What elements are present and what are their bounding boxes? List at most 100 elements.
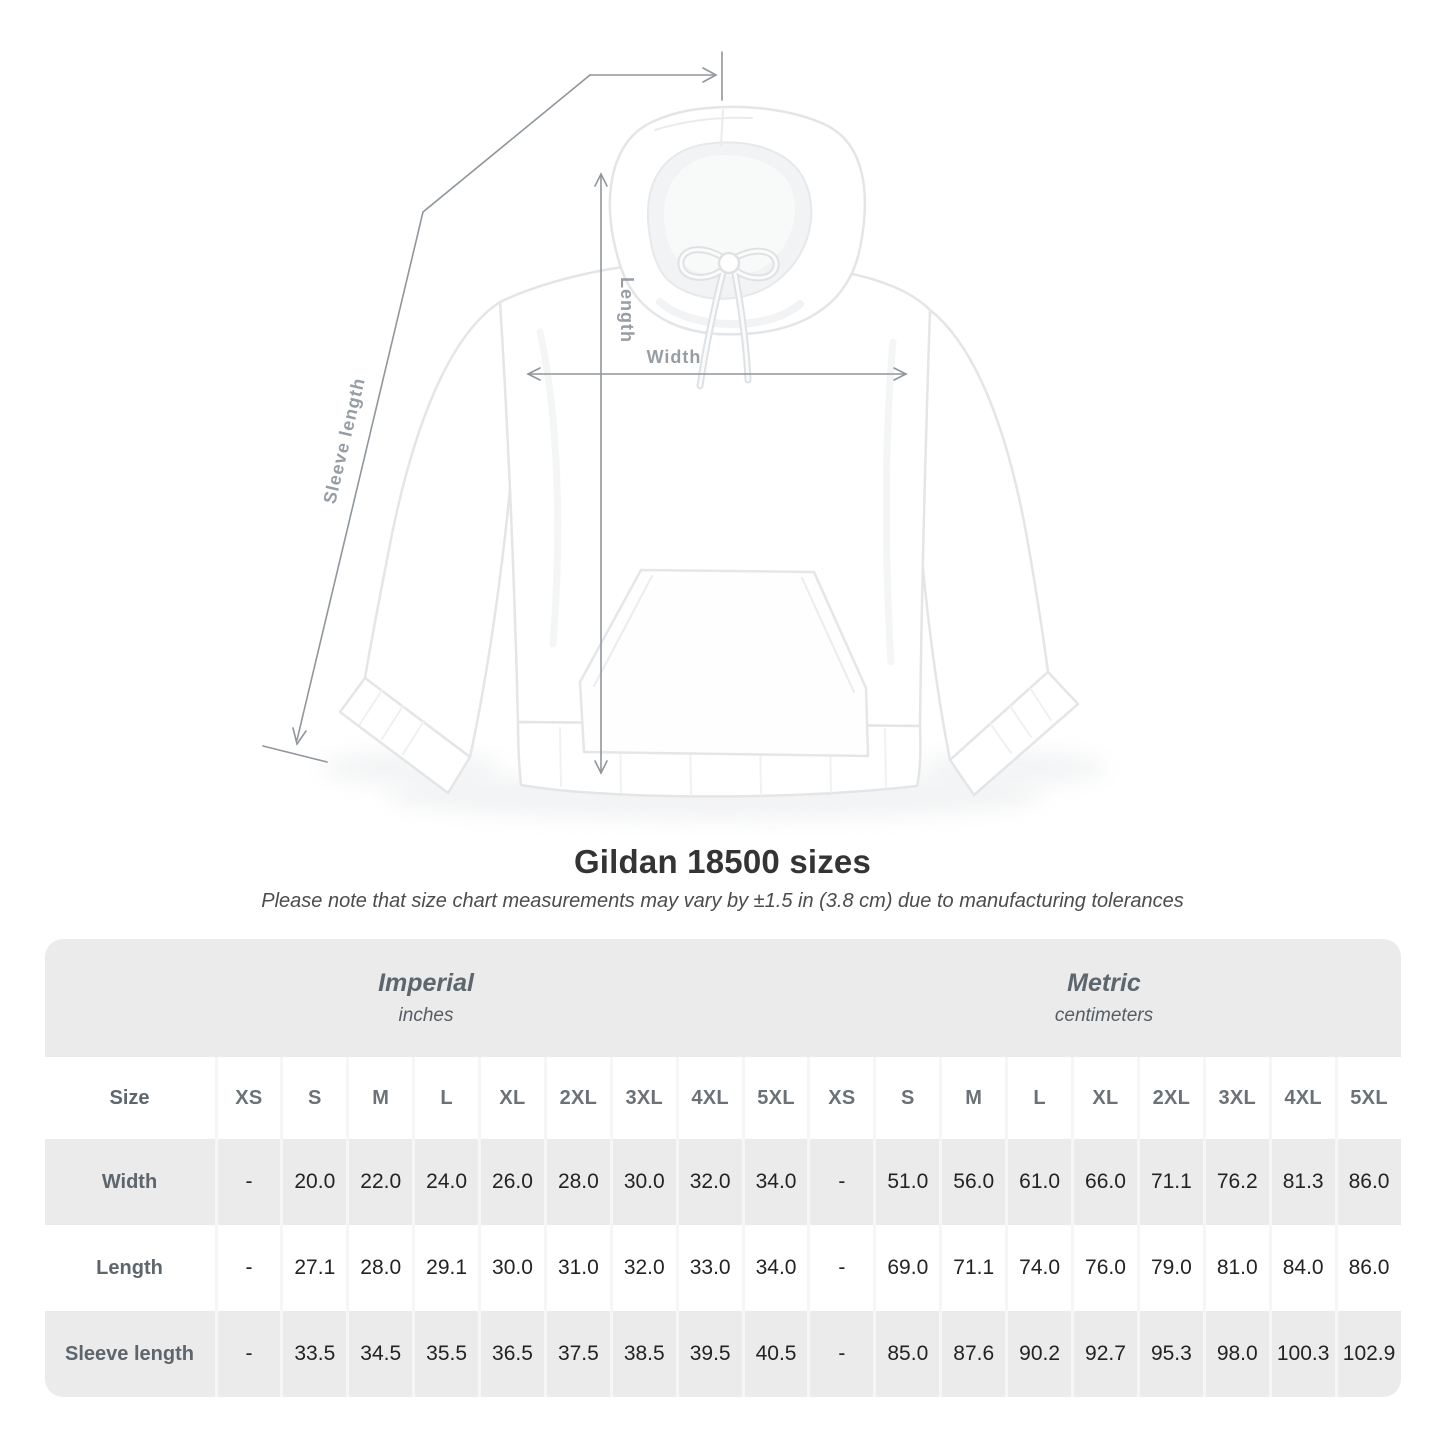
value-cell: 51.0: [873, 1139, 939, 1225]
value-cell: 33.0: [675, 1225, 742, 1311]
value-cell: 85.0: [873, 1311, 939, 1397]
value-cell: -: [214, 1139, 281, 1225]
width-label: Width: [647, 347, 702, 367]
page-title: Gildan 18500 sizes: [573, 843, 872, 880]
table-row-sleeve-length: Sleeve length - 33.5 34.5 35.5 36.5 37.5…: [44, 1311, 1401, 1397]
value-cell: -: [807, 1225, 873, 1311]
hoodie-drawstrings: [677, 246, 780, 390]
value-cell: -: [214, 1225, 281, 1311]
value-cell: 74.0: [1005, 1225, 1071, 1311]
metric-title: Metric: [1067, 969, 1141, 997]
size-cell: S: [280, 1057, 346, 1139]
hoodie-right-cuff: [948, 670, 1080, 797]
value-cell: 90.2: [1005, 1311, 1071, 1397]
value-cell: 76.2: [1202, 1139, 1269, 1225]
value-cell: 40.5: [741, 1311, 808, 1397]
value-cell: 38.5: [609, 1311, 676, 1397]
value-cell: -: [214, 1311, 281, 1397]
value-cell: 33.5: [280, 1311, 346, 1397]
value-cell: 66.0: [1071, 1139, 1137, 1225]
value-cell: 79.0: [1136, 1225, 1203, 1311]
value-cell: 69.0: [873, 1225, 939, 1311]
row-label: Width: [101, 1170, 158, 1193]
size-cell: XS: [214, 1057, 281, 1139]
size-cell: M: [939, 1057, 1005, 1139]
value-cell: 95.3: [1136, 1311, 1203, 1397]
size-cell: L: [412, 1057, 478, 1139]
hoodie-left-sleeve: [363, 300, 517, 759]
width-arrow: [526, 367, 908, 381]
value-cell: 102.9: [1334, 1311, 1401, 1397]
row-label: Length: [96, 1256, 163, 1279]
value-cell: 61.0: [1005, 1139, 1071, 1225]
value-cell: 76.0: [1071, 1225, 1137, 1311]
value-cell: 100.3: [1268, 1311, 1335, 1397]
size-cell: L: [1005, 1057, 1071, 1139]
value-cell: 30.0: [478, 1225, 544, 1311]
metric-units: centimeters: [1054, 1005, 1154, 1026]
value-cell: 71.1: [1136, 1139, 1203, 1225]
sleeve-length-label: Sleeve length: [319, 376, 369, 506]
value-cell: 84.0: [1268, 1225, 1335, 1311]
size-cell: 5XL: [741, 1057, 808, 1139]
value-cell: 81.3: [1268, 1139, 1335, 1225]
value-cell: 28.0: [346, 1225, 412, 1311]
imperial-title: Imperial: [378, 969, 474, 997]
value-cell: 34.0: [741, 1139, 808, 1225]
size-header-row: Size XS S M L XL 2XL 3XL 4XL 5XL XS S M …: [45, 1057, 1401, 1139]
size-cell: 2XL: [1136, 1057, 1203, 1139]
length-label: Length: [617, 277, 637, 343]
row-label: Sleeve length: [65, 1342, 194, 1365]
value-cell: 27.1: [280, 1225, 346, 1311]
value-cell: -: [807, 1139, 873, 1225]
size-cell: 3XL: [609, 1057, 676, 1139]
size-cell: 4XL: [1268, 1057, 1335, 1139]
value-cell: 86.0: [1334, 1225, 1401, 1311]
size-cell: 5XL: [1334, 1057, 1401, 1139]
tolerance-note: Please note that size chart measurements…: [261, 890, 1184, 912]
value-cell: 24.0: [412, 1139, 478, 1225]
value-cell: 28.0: [543, 1139, 610, 1225]
value-cell: 34.0: [741, 1225, 808, 1311]
value-cell: 32.0: [609, 1225, 676, 1311]
size-cell: XL: [478, 1057, 544, 1139]
hoodie-diagram-svg: Sleeve length Length Width: [262, 51, 1107, 820]
hoodie-measurement-diagram: Sleeve length Length Width: [262, 51, 1107, 820]
value-cell: 81.0: [1202, 1225, 1269, 1311]
sleeve-length-arrow: [262, 51, 723, 763]
value-cell: 34.5: [346, 1311, 412, 1397]
size-cell: 2XL: [543, 1057, 610, 1139]
value-cell: 31.0: [543, 1225, 610, 1311]
imperial-units: inches: [398, 1005, 454, 1026]
size-cell: S: [873, 1057, 939, 1139]
value-cell: 32.0: [675, 1139, 742, 1225]
value-cell: 37.5: [543, 1311, 610, 1397]
size-cell: 4XL: [675, 1057, 742, 1139]
value-cell: 36.5: [478, 1311, 544, 1397]
value-cell: 22.0: [346, 1139, 412, 1225]
size-cell: XL: [1071, 1057, 1137, 1139]
value-cell: 98.0: [1202, 1311, 1269, 1397]
value-cell: 86.0: [1334, 1139, 1401, 1225]
value-cell: -: [807, 1311, 873, 1397]
hoodie-left-cuff: [338, 676, 472, 795]
value-cell: 30.0: [609, 1139, 676, 1225]
value-cell: 39.5: [675, 1311, 742, 1397]
value-cell: 56.0: [939, 1139, 1005, 1225]
size-table: Imperial inches Metric centimeters Size …: [44, 939, 1401, 1397]
size-cell: XS: [807, 1057, 873, 1139]
table-row-width: Width - 20.0 22.0 24.0 26.0 28.0 30.0 32…: [44, 1139, 1401, 1225]
measurement-annotations: [262, 51, 908, 775]
table-row-length: Length - 27.1 28.0 29.1 30.0 31.0 32.0 3…: [45, 1225, 1401, 1311]
hoodie-illustration: [338, 105, 1080, 798]
metric-section-header: Metric centimeters: [808, 939, 1401, 1057]
imperial-section-header: Imperial inches: [45, 939, 808, 1057]
value-cell: 35.5: [412, 1311, 478, 1397]
size-cell: 3XL: [1202, 1057, 1269, 1139]
size-column-header: Size: [109, 1086, 150, 1109]
length-arrow: [594, 172, 608, 775]
value-cell: 92.7: [1071, 1311, 1137, 1397]
unit-header-band: Imperial inches Metric centimeters: [44, 939, 1401, 1057]
size-cell: M: [346, 1057, 412, 1139]
value-cell: 20.0: [280, 1139, 346, 1225]
